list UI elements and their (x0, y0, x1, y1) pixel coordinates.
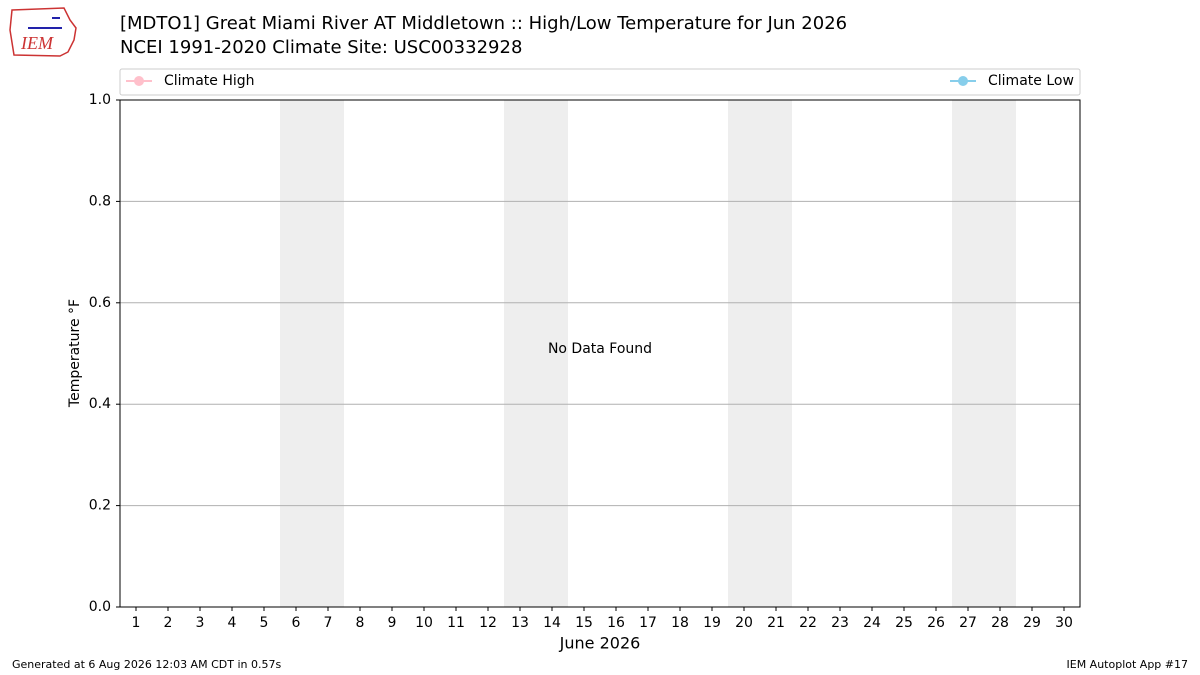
x-tick-label: 6 (292, 615, 301, 631)
x-tick-label: 23 (831, 615, 849, 631)
x-tick-label: 26 (927, 615, 945, 631)
legend-label: Climate High (164, 73, 255, 89)
x-tick-label: 29 (1023, 615, 1041, 631)
x-tick-label: 13 (511, 615, 529, 631)
x-tick-label: 4 (228, 615, 237, 631)
x-tick-label: 17 (639, 615, 657, 631)
x-tick-label: 21 (767, 615, 785, 631)
legend-label: Climate Low (988, 73, 1074, 89)
x-tick-label: 19 (703, 615, 721, 631)
x-tick-label: 24 (863, 615, 881, 631)
y-tick-label: 0.4 (89, 396, 111, 412)
chart-subtitle: NCEI 1991-2020 Climate Site: USC00332928 (120, 37, 522, 58)
legend-marker (958, 76, 968, 86)
chart-title: [MDTO1] Great Miami River AT Middletown … (120, 13, 847, 34)
weekend-shading (280, 100, 1016, 607)
y-tick-label: 0.0 (89, 599, 111, 615)
x-tick-label: 20 (735, 615, 753, 631)
x-tick-label: 30 (1055, 615, 1073, 631)
logo: IEM (9, 7, 77, 57)
x-tick-label: 1 (132, 615, 141, 631)
x-tick-label: 28 (991, 615, 1009, 631)
logo-text: IEM (20, 33, 54, 53)
x-tick-label: 3 (196, 615, 205, 631)
y-tick-label: 0.8 (89, 193, 111, 209)
x-tick-label: 27 (959, 615, 977, 631)
x-tick-label: 18 (671, 615, 689, 631)
y-tick-label: 0.2 (89, 498, 111, 514)
legend-marker (134, 76, 144, 86)
x-tick-label: 2 (164, 615, 173, 631)
footer-right: IEM Autoplot App #17 (1067, 658, 1189, 671)
x-tick-label: 7 (324, 615, 333, 631)
y-tick-label: 1.0 (89, 92, 111, 108)
x-tick-label: 11 (447, 615, 465, 631)
legend-box (119, 68, 1081, 96)
footer-left: Generated at 6 Aug 2026 12:03 AM CDT in … (12, 658, 281, 671)
x-tick-label: 25 (895, 615, 913, 631)
y-axis-label: Temperature °F (67, 299, 83, 408)
x-tick-label: 12 (479, 615, 497, 631)
x-tick-label: 22 (799, 615, 817, 631)
x-tick-label: 14 (543, 615, 561, 631)
x-tick-label: 15 (575, 615, 593, 631)
x-tick-label: 9 (388, 615, 397, 631)
x-axis-label: June 2026 (559, 634, 641, 653)
x-tick-label: 16 (607, 615, 625, 631)
y-tick-label: 0.6 (89, 295, 111, 311)
x-tick-label: 10 (415, 615, 433, 631)
x-tick-label: 5 (260, 615, 269, 631)
plot-frame (119, 99, 1081, 608)
x-tick-label: 8 (356, 615, 365, 631)
annotation: No Data Found (548, 341, 652, 357)
